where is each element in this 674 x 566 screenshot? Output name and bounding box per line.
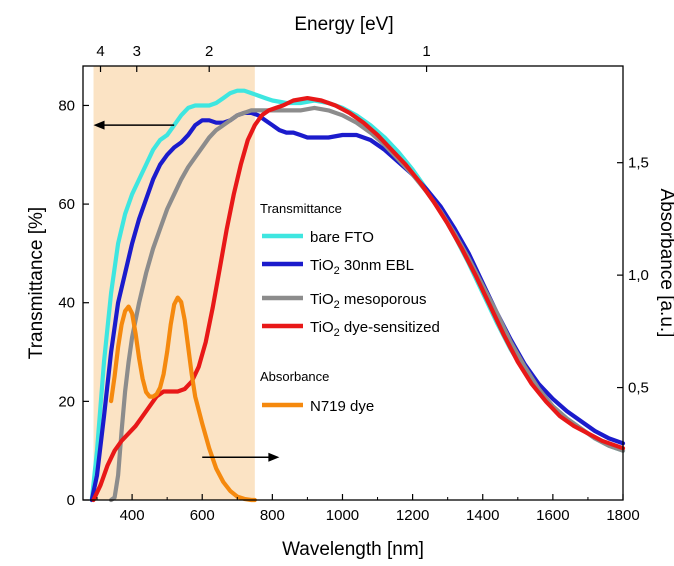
y-axis-title: Transmittance [%]: [26, 207, 47, 359]
x-tick-label: 1800: [606, 507, 639, 524]
y-tick-label: 20: [58, 393, 75, 410]
x-tick-label: 400: [120, 507, 145, 524]
right-axis-title: Absorbance [a.u.]: [656, 189, 674, 338]
tick-layer: 400 600 800 1000 1200 1400 1600 1800 0 20 40 60 80 0,…: [58, 43, 649, 524]
uv-shaded-region: [93, 66, 255, 500]
y2-tick-label: 0,5: [628, 380, 649, 397]
legend-label: TiO2 30nm EBL: [310, 257, 414, 277]
x2-tick-label: 4: [96, 43, 104, 60]
plot-frame: [82, 65, 624, 501]
legend-item-1: TiO2 30nm EBL: [262, 257, 414, 277]
x2-tick-label: 3: [133, 43, 141, 60]
top-axis-title: Energy [eV]: [294, 14, 393, 35]
x-tick-label: 1400: [466, 507, 499, 524]
series-line-4: [108, 295, 257, 503]
uv-shaded-region-layer: [93, 66, 255, 500]
legend-label: TiO2 mesoporous: [310, 291, 426, 311]
arrow-right: [202, 452, 280, 462]
legend-header-transmittance: Transmittance: [260, 201, 342, 216]
x-tick-label: 1200: [396, 507, 429, 524]
y-tick-label: 80: [58, 97, 75, 114]
legend-label: bare FTO: [310, 229, 374, 246]
legend-label: TiO2 dye-sensitized: [310, 319, 440, 339]
legend-item-0: bare FTO: [262, 229, 374, 246]
legend-item-4: N719 dye: [262, 398, 374, 415]
legend: Transmittance Absorbance bare FTO TiO2 30…: [260, 201, 440, 415]
x2-tick-label: 2: [205, 43, 213, 60]
legend-item-3: TiO2 dye-sensitized: [262, 319, 440, 339]
legend-header-absorbance: Absorbance: [260, 369, 329, 384]
x2-tick-label: 1: [422, 43, 430, 60]
legend-item-2: TiO2 mesoporous: [262, 291, 426, 311]
x-tick-label: 1600: [536, 507, 569, 524]
x-tick-label: 600: [190, 507, 215, 524]
y2-tick-label: 1,0: [628, 267, 649, 284]
legend-label: N719 dye: [310, 398, 374, 415]
arrow-layer: [93, 120, 280, 462]
series-layer: [89, 88, 626, 503]
y-tick-label: 40: [58, 295, 75, 312]
legend-items: bare FTO TiO2 30nm EBL TiO2 mesoporous TiO2…: [262, 229, 440, 415]
x-axis-title: Wavelength [nm]: [282, 539, 424, 560]
y-tick-label: 60: [58, 196, 75, 213]
series-line-3: [91, 95, 626, 503]
x-tick-label: 800: [260, 507, 285, 524]
y-tick-label: 0: [67, 492, 75, 509]
arrow-left: [93, 120, 175, 130]
x-tick-label: 1000: [326, 507, 359, 524]
y2-tick-label: 1,5: [628, 155, 649, 172]
